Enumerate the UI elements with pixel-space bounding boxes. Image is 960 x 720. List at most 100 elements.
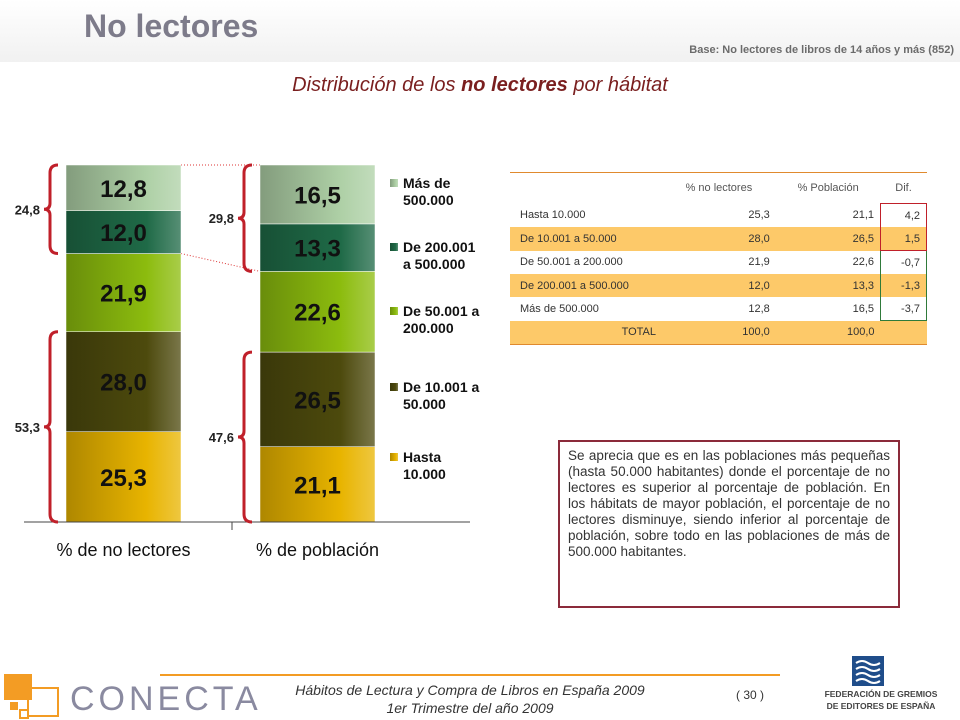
table-cell: 21,9	[662, 250, 776, 274]
table-cell: TOTAL	[510, 320, 662, 345]
table-header-cell	[510, 172, 662, 204]
subtitle-bold: no lectores	[461, 74, 568, 96]
table-cell	[880, 320, 927, 345]
chart-subtitle: Distribución de los no lectores por hábi…	[0, 74, 960, 97]
table-row-total: TOTAL 100,0 100,0	[510, 320, 927, 345]
table-cell: De 200.001 a 500.000	[510, 274, 662, 297]
legend-label: De 200.001	[403, 239, 476, 255]
table-cell: 21,1	[775, 203, 881, 227]
federation-logo-icon	[852, 656, 884, 686]
bar-value-label: 26,5	[294, 387, 341, 414]
table-cell: 12,0	[662, 274, 776, 297]
legend-swatch	[390, 243, 398, 251]
footer-rule	[160, 674, 780, 676]
table-cell: 16,5	[775, 297, 881, 321]
legend-label: De 50.001 a	[403, 303, 479, 319]
connector-line	[180, 253, 261, 272]
bar-value-label: 12,8	[100, 176, 147, 203]
bar-value-label: 21,1	[294, 472, 341, 499]
legend-label: Hasta	[403, 449, 441, 465]
conecta-logo-mark	[4, 674, 59, 719]
table-header-cell: % no lectores	[662, 172, 776, 204]
table-row: Hasta 10.000 25,3 21,1 4,2	[510, 203, 927, 227]
page-number: ( 30 )	[736, 688, 765, 702]
legend-swatch	[390, 307, 398, 315]
conecta-wordmark: CONECTA	[70, 680, 262, 718]
table-cell: 12,8	[662, 297, 776, 321]
table-header-row: % no lectores % Población Dif.	[510, 172, 927, 204]
table-cell: 4,2	[880, 203, 927, 227]
grouping-bracket	[43, 330, 59, 524]
bar-value-label: 16,5	[294, 182, 341, 209]
footer-line2: 1er Trimestre del año 2009	[386, 700, 554, 716]
header-band	[0, 0, 960, 62]
legend-swatch	[390, 383, 398, 391]
table-header-cell: Dif.	[880, 172, 927, 204]
legend-label: 10.000	[403, 466, 446, 482]
table-cell: 100,0	[775, 320, 881, 345]
bar-value-label: 28,0	[100, 370, 147, 397]
bar-segment	[259, 223, 376, 272]
bracket-total-label: 24,8	[15, 202, 40, 217]
bar-segment	[65, 431, 182, 523]
stacked-bar-chart: 25,3 28,0 21,9 12,0 12,8 21,1 26,5 22,6 13,3 16,5…	[15, 163, 479, 560]
grouping-bracket	[43, 163, 59, 256]
bar-segment	[65, 331, 182, 432]
federation-line2: DE EDITORES DE ESPAÑA	[826, 701, 936, 711]
table-row: De 200.001 a 500.000 12,0 13,3 -1,3	[510, 274, 927, 297]
subtitle-before: Distribución de los	[292, 74, 462, 96]
table-cell: 100,0	[662, 320, 776, 345]
footer-line1: Hábitos de Lectura y Compra de Libros en…	[295, 682, 645, 698]
subtitle-after: por hábitat	[567, 74, 668, 96]
page-title: No lectores	[84, 8, 259, 44]
legend-label: De 10.001 a	[403, 379, 479, 395]
bar-segment	[259, 164, 376, 225]
table-cell: 25,3	[662, 203, 776, 227]
legend-label: 50.000	[403, 396, 446, 412]
table-row: De 50.001 a 200.000 21,9 22,6 -0,7	[510, 250, 927, 274]
bracket-total-label: 53,3	[15, 420, 40, 435]
table-row: Más de 500.000 12,8 16,5 -3,7	[510, 297, 927, 321]
bar-value-label: 13,3	[294, 236, 341, 263]
bar-segment	[65, 210, 182, 254]
bar-segment	[65, 253, 182, 332]
table-cell: -1,3	[880, 274, 927, 297]
federation-line1: FEDERACIÓN DE GREMIOS	[824, 689, 938, 699]
table-cell: -3,7	[880, 297, 927, 321]
grouping-bracket	[237, 350, 253, 524]
legend-label: Más de	[403, 175, 451, 191]
grouping-bracket	[237, 163, 253, 273]
table-cell: Hasta 10.000	[510, 203, 662, 227]
table-cell: Más de 500.000	[510, 297, 662, 321]
bar-segment	[259, 351, 376, 447]
table-cell: De 10.001 a 50.000	[510, 227, 662, 251]
legend-swatch	[390, 453, 398, 461]
table-header-cell: % Población	[775, 172, 881, 204]
table-cell: -0,7	[880, 250, 927, 274]
bar-value-label: 21,9	[100, 281, 147, 308]
bar-segment	[65, 164, 182, 211]
table-cell: 28,0	[662, 227, 776, 251]
legend-swatch	[390, 179, 398, 187]
x-axis-category-label: % de no lectores	[56, 540, 190, 560]
bracket-total-label: 29,8	[209, 211, 234, 226]
table-cell: 13,3	[775, 274, 881, 297]
data-table: % no lectores % Población Dif. Hasta 10.…	[510, 172, 927, 345]
table-row: De 10.001 a 50.000 28,0 26,5 1,5	[510, 227, 927, 251]
commentary-textbox: Se aprecia que es en las poblaciones más…	[558, 440, 900, 608]
x-axis-category-label: % de población	[256, 540, 379, 560]
legend-label: a 500.000	[403, 256, 465, 272]
legend-label: 200.000	[403, 320, 454, 336]
federation-name: FEDERACIÓN DE GREMIOS DE EDITORES DE ESP…	[806, 688, 956, 712]
base-note: Base: No lectores de libros de 14 años y…	[689, 44, 954, 56]
bracket-total-label: 47,6	[209, 430, 234, 445]
table-cell: 1,5	[880, 227, 927, 251]
legend-label: 500.000	[403, 192, 454, 208]
bar-value-label: 22,6	[294, 300, 341, 327]
bar-value-label: 25,3	[100, 465, 147, 492]
table-cell: 22,6	[775, 250, 881, 274]
bar-value-label: 12,0	[100, 220, 147, 247]
bar-segment	[259, 271, 376, 353]
table-cell: 26,5	[775, 227, 881, 251]
table-cell: De 50.001 a 200.000	[510, 250, 662, 274]
